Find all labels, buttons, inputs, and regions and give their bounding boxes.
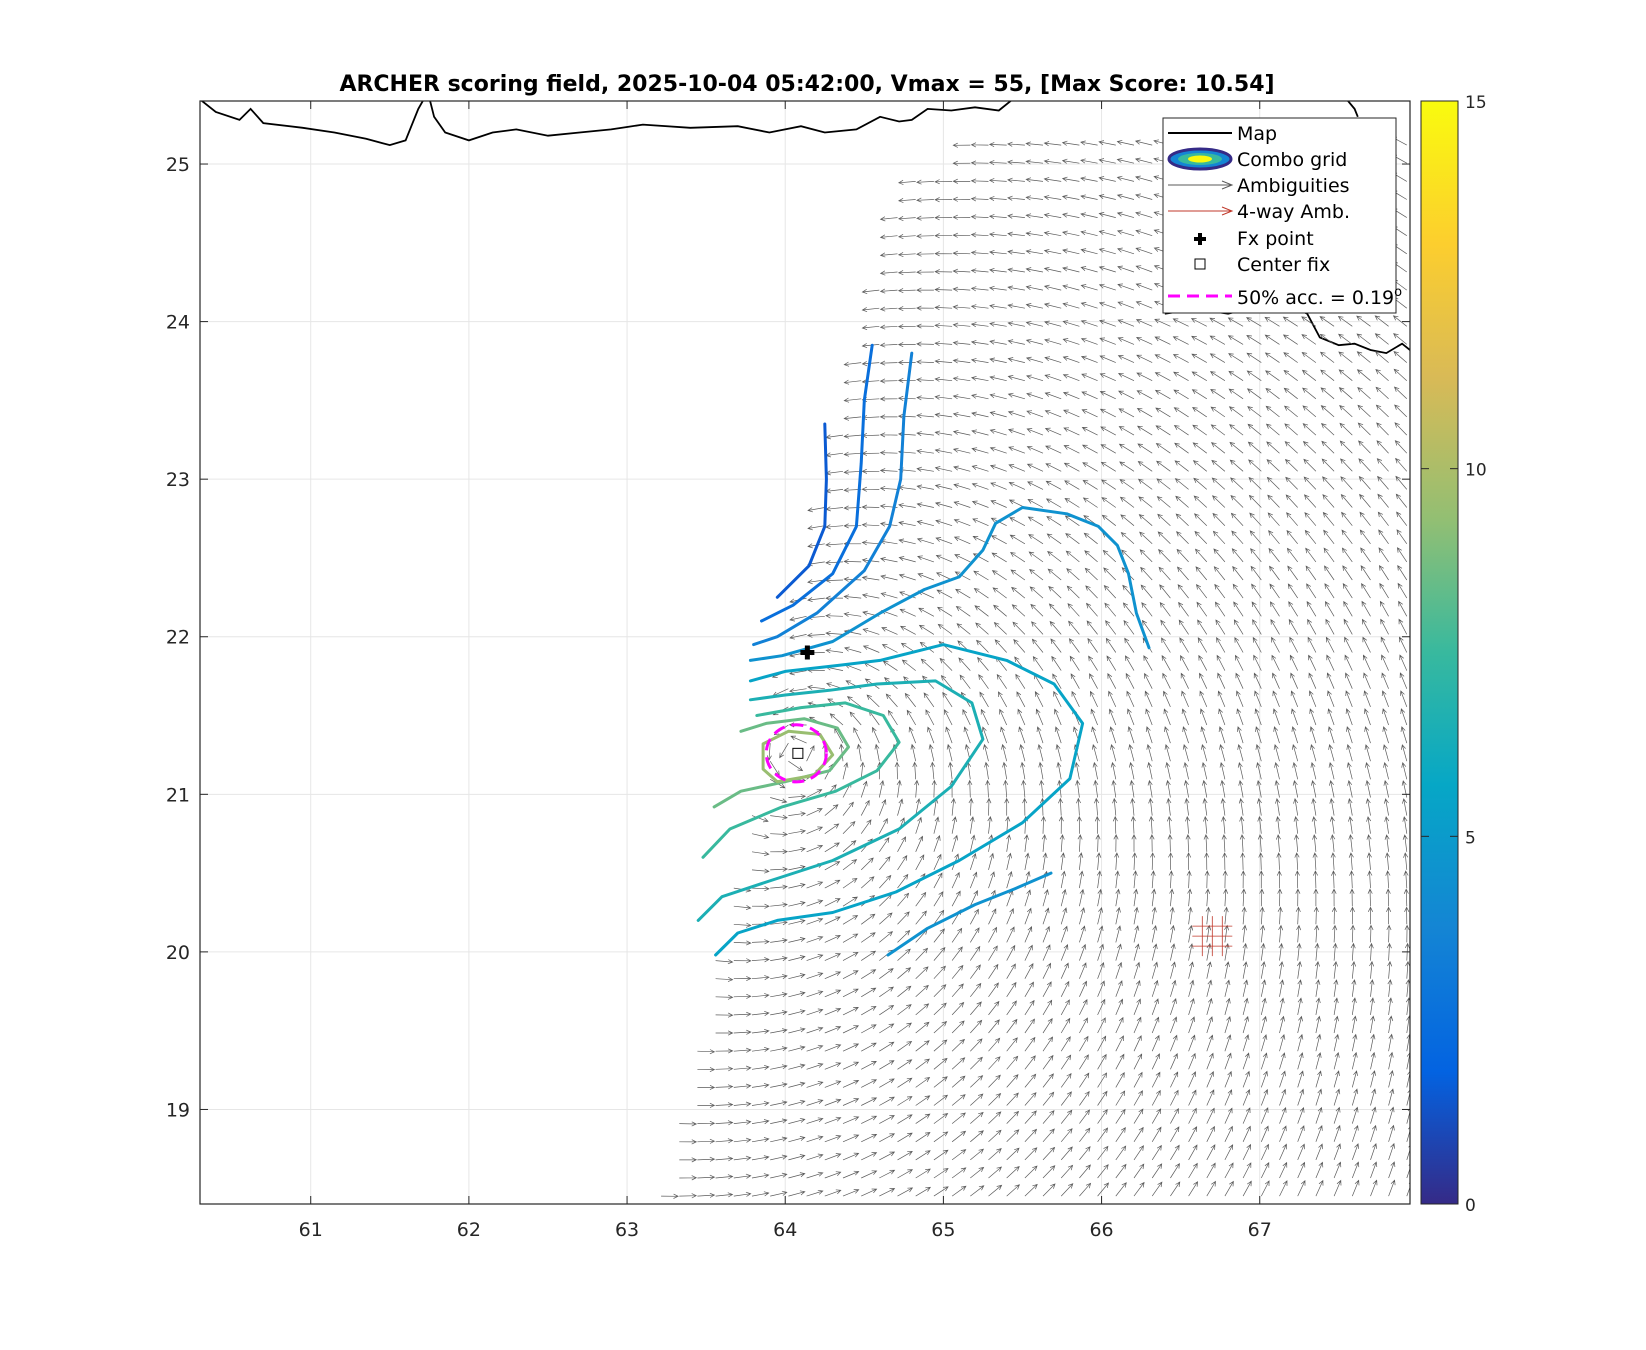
score-contour — [886, 871, 1053, 957]
legend-accuracy-label: 50% acc. = 0.19o — [1237, 285, 1402, 309]
colorbar-tick-label: 5 — [1465, 828, 1476, 848]
legend-4way-label: 4-way Amb. — [1237, 201, 1350, 223]
y-tick-label: 20 — [166, 942, 190, 964]
coastline-segment — [429, 101, 1013, 142]
score-contour — [712, 717, 850, 809]
coastline-segment — [200, 101, 424, 147]
center-fix-marker — [792, 747, 804, 759]
y-tick-label: 24 — [166, 312, 190, 334]
legend: Map Combo grid Ambiguities 4-way Amb. Fx… — [1162, 117, 1402, 314]
score-contour — [701, 701, 901, 859]
colorbar-tick-label: 0 — [1465, 1196, 1476, 1216]
y-tick-label: 25 — [166, 154, 190, 176]
coastline-segment — [1346, 101, 1359, 118]
legend-ambiguity-swatch — [1168, 180, 1234, 190]
legend-ambiguities-label: Ambiguities — [1237, 175, 1350, 197]
legend-combo-label: Combo grid — [1237, 149, 1347, 171]
y-tick-label: 21 — [166, 784, 190, 806]
chart-title: ARCHER scoring field, 2025-10-04 05:42:0… — [339, 72, 1274, 97]
x-tick-label: 64 — [773, 1219, 797, 1241]
combo-grid-contours — [696, 343, 1151, 957]
accuracy-circle — [764, 723, 828, 784]
x-tick-label: 61 — [299, 1219, 323, 1241]
four-way-ambiguities — [1192, 916, 1233, 957]
score-contour — [775, 422, 828, 599]
x-tick-label: 63 — [615, 1219, 639, 1241]
axes-box — [199, 100, 1411, 1205]
legend-fx-label: Fx point — [1237, 228, 1314, 250]
score-contour — [761, 729, 835, 784]
legend-combo-swatch — [1167, 147, 1233, 171]
score-contour — [696, 679, 985, 922]
colorbar-tick-label: 10 — [1465, 461, 1487, 481]
legend-center-label: Center fix — [1237, 254, 1330, 276]
markers — [764, 645, 828, 784]
score-contour — [714, 643, 1085, 957]
coastline-segment — [1164, 301, 1410, 355]
colorbar-tick-label: 15 — [1465, 93, 1487, 113]
y-tick-label: 22 — [166, 627, 190, 649]
colorbar-gradient — [1420, 100, 1459, 1205]
coastline — [200, 101, 1410, 355]
score-contour — [760, 343, 874, 623]
x-tick-label: 62 — [457, 1219, 481, 1241]
legend-4way-swatch — [1168, 206, 1234, 216]
score-contour — [752, 351, 914, 647]
legend-center-swatch — [1194, 258, 1206, 270]
legend-map-label: Map — [1237, 123, 1277, 145]
colorbar: 0 5 10 15 — [1420, 93, 1487, 1216]
y-tick-label: 19 — [166, 1099, 190, 1121]
four-way-ambiguity-cross — [1192, 916, 1233, 957]
grid-lines — [200, 101, 1410, 1204]
fx-point-marker — [800, 645, 815, 660]
x-tick-label: 67 — [1248, 1219, 1272, 1241]
score-contour — [748, 506, 1151, 662]
y-tick-label: 23 — [166, 469, 190, 491]
legend-fx-swatch — [1194, 233, 1206, 245]
x-tick-label: 65 — [931, 1219, 955, 1241]
x-tick-label: 66 — [1089, 1219, 1113, 1241]
axis-ticks: 61 62 63 64 65 66 67 19 20 21 22 23 24 25 — [166, 101, 1410, 1241]
